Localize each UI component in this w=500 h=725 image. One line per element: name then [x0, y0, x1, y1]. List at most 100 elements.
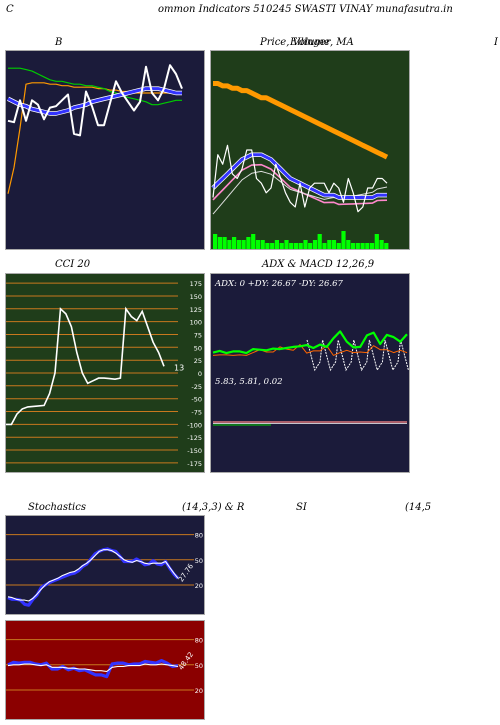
volume-bar — [293, 243, 299, 249]
cci-line — [6, 306, 165, 426]
stoch-tick-label: 80 — [195, 532, 203, 540]
price-background — [211, 51, 409, 249]
macd-readout: 5.83, 5.81, 0.02 — [215, 377, 283, 387]
cci-panel: 175 150 125 100 75 50 25 0 -25 -50 -75 -100 -125 -150… — [5, 273, 205, 473]
rsi-line-white — [7, 663, 179, 673]
volume-bar — [312, 240, 318, 249]
price-ma-grey — [212, 170, 388, 215]
volume-bar — [303, 240, 308, 249]
volume-bar — [284, 240, 289, 249]
stoch-title: Stochastics — [28, 502, 86, 513]
minus-dy-line — [212, 344, 408, 356]
stoch-tick-label: 20 — [195, 582, 203, 590]
cci-last-value: 13 — [174, 363, 184, 372]
volume-bar — [317, 234, 322, 249]
volume-bar — [374, 234, 379, 249]
volume-bar — [365, 243, 370, 249]
cci-tick-label: 150 — [190, 293, 202, 301]
volume-bar — [241, 240, 246, 249]
volume-bar — [327, 240, 332, 249]
cci-title: CCI 20 — [55, 259, 91, 270]
cci-tick-label: -50 — [191, 396, 202, 404]
rsi-tick-label: 20 — [195, 687, 203, 695]
adx-panel: ADX: 0 +DY: 26.67 -DY: 26.67 5.83, 5.81, … — [210, 273, 410, 473]
stoch-params: (14,3,3) & R — [182, 502, 245, 513]
bollinger-svg — [6, 51, 204, 249]
rsi-line-blue — [7, 658, 179, 679]
volume-bar — [251, 234, 256, 249]
volume-bar — [236, 240, 241, 249]
price-title-overlay: Ellinger — [290, 37, 331, 48]
volume-bar — [217, 237, 222, 249]
stoch-tick-label: 50 — [195, 557, 203, 565]
adx-readout: ADX: 0 +DY: 26.67 -DY: 26.67 — [214, 279, 344, 289]
bollinger-middle-band — [7, 87, 182, 115]
volume-bar — [322, 243, 327, 249]
rsi-tick-label: 80 — [195, 637, 203, 645]
cci-svg: 175 150 125 100 75 50 25 0 -25 -50 -75 -100 -125 -150… — [6, 274, 204, 472]
cci-tick-label: 25 — [194, 357, 202, 365]
volume-bar — [341, 231, 346, 249]
bollinger-upper-band — [8, 67, 182, 106]
volume-bar — [350, 243, 356, 249]
cci-tick-label: 75 — [194, 332, 202, 340]
volume-bar — [346, 240, 351, 249]
bollinger-background — [6, 51, 204, 249]
volume-bar — [246, 237, 251, 249]
volume-bar — [384, 243, 389, 249]
volume-bar — [336, 243, 341, 249]
cci-tick-label: 0 — [198, 370, 202, 378]
cci-tick-label: -100 — [187, 421, 202, 429]
adx-title: ADX & MACD 12,26,9 — [262, 259, 375, 270]
adx-svg: ADX: 0 +DY: 26.67 -DY: 26.67 5.83, 5.81, … — [211, 274, 409, 472]
rsi-panel: 80 50 20 48.42 — [5, 620, 205, 720]
cci-tick-label: -125 — [187, 434, 202, 442]
volume-bar — [355, 243, 360, 249]
volume-bar — [298, 243, 303, 249]
stoch-background — [6, 516, 204, 614]
volume-bar — [232, 237, 237, 249]
adx-background — [211, 274, 409, 472]
volume-bar — [308, 243, 313, 249]
volume-bar — [260, 240, 265, 249]
bollinger-title: B — [55, 37, 63, 48]
cci-tick-label: 125 — [190, 306, 202, 314]
volume-bar — [265, 243, 270, 249]
cci-tick-label: -75 — [191, 409, 202, 417]
rsi-title: SI — [296, 502, 307, 513]
price-title: Price, Volume, MA — [260, 37, 354, 48]
price-ma-long — [213, 81, 389, 160]
volume-bar — [289, 243, 294, 249]
cci-tick-label: -150 — [187, 447, 202, 455]
price-panel — [210, 50, 410, 250]
volume-bar — [270, 243, 275, 249]
volume-bar — [274, 240, 279, 249]
price-svg — [211, 51, 409, 249]
stoch-line-white — [7, 549, 179, 602]
bollinger-price-line — [7, 64, 183, 137]
plus-dy-line — [212, 330, 408, 355]
volume-bar — [255, 240, 260, 249]
volume-bar — [222, 237, 227, 249]
corner-left-label: C — [6, 4, 14, 15]
cci-tick-label: -25 — [191, 383, 202, 391]
bollinger-panel — [5, 50, 205, 250]
volume-bar — [279, 243, 284, 249]
volume-bar — [213, 234, 218, 249]
page-header: ommon Indicators 510245 SWASTI VINAY mun… — [158, 4, 453, 15]
volume-bar — [331, 240, 337, 249]
volume-bar — [360, 243, 365, 249]
cci-tick-label: 100 — [190, 319, 202, 327]
price-line — [212, 144, 388, 213]
stoch-panel: 80 50 20 27.76 — [5, 515, 205, 615]
volume-bar — [370, 243, 375, 249]
rsi-params: (14,5 — [405, 502, 432, 513]
watermark: MunafaSutra.com — [216, 588, 483, 624]
cci-tick-label: 50 — [194, 344, 202, 352]
volume-bar — [379, 240, 384, 249]
cci-tick-label: -175 — [187, 460, 202, 468]
cci-tick-label: 175 — [190, 280, 202, 288]
rsi-tick-label: 50 — [195, 662, 203, 670]
